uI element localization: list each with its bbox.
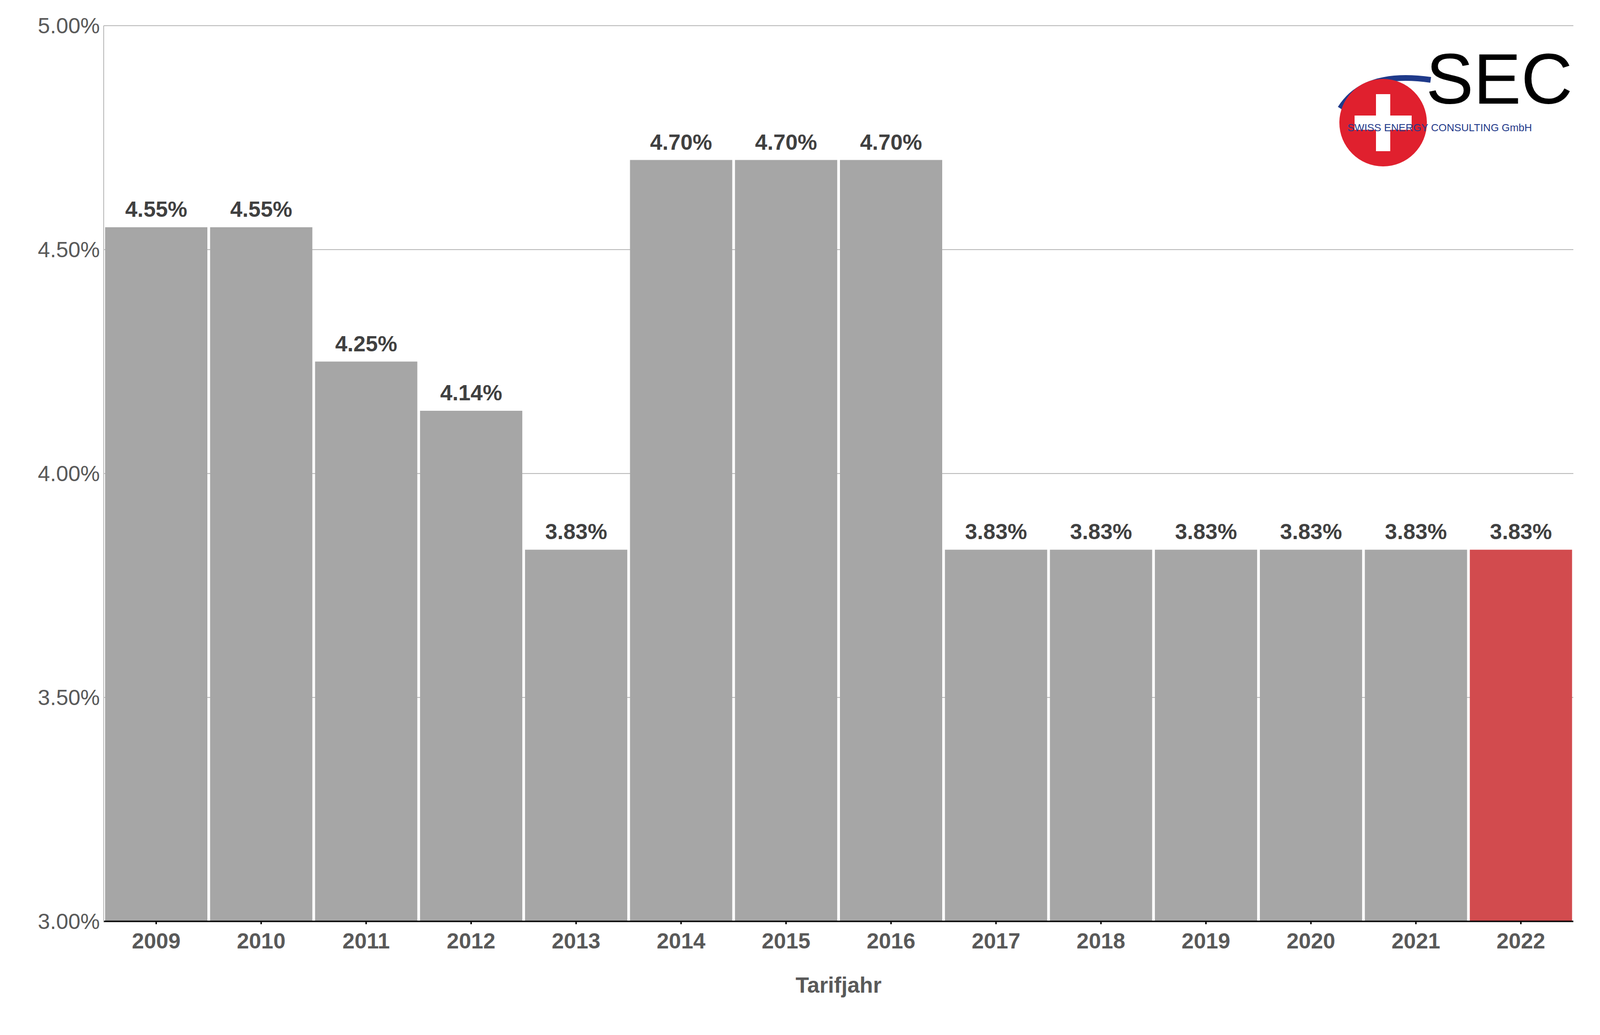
svg-text:2015: 2015 [761, 928, 810, 954]
svg-text:4.50%: 4.50% [38, 237, 100, 263]
svg-text:3.83%: 3.83% [1070, 519, 1132, 545]
svg-text:4.70%: 4.70% [859, 129, 922, 155]
svg-text:4.25%: 4.25% [335, 331, 398, 357]
svg-text:Tarifjahr: Tarifjahr [795, 973, 882, 998]
svg-text:SEC: SEC [1425, 51, 1573, 119]
svg-text:2013: 2013 [551, 928, 601, 954]
svg-text:3.83%: 3.83% [1490, 519, 1552, 545]
svg-text:3.83%: 3.83% [1279, 519, 1342, 545]
svg-text:5.00%: 5.00% [38, 13, 100, 39]
svg-text:2022: 2022 [1496, 928, 1545, 954]
svg-text:3.83%: 3.83% [545, 519, 607, 545]
svg-text:2018: 2018 [1076, 928, 1126, 954]
svg-text:4.70%: 4.70% [650, 129, 713, 155]
svg-text:2012: 2012 [446, 928, 496, 954]
svg-text:2017: 2017 [971, 928, 1021, 954]
svg-text:3.83%: 3.83% [1385, 519, 1447, 545]
svg-text:2010: 2010 [236, 928, 286, 954]
svg-text:3.83%: 3.83% [965, 519, 1027, 545]
svg-text:SWISS ENERGY CONSULTING GmbH: SWISS ENERGY CONSULTING GmbH [1347, 121, 1532, 134]
svg-text:2009: 2009 [131, 928, 181, 954]
svg-text:4.55%: 4.55% [125, 196, 187, 222]
svg-text:2011: 2011 [342, 928, 391, 954]
svg-text:4.70%: 4.70% [755, 129, 818, 155]
svg-text:3.83%: 3.83% [1174, 519, 1237, 545]
svg-text:3.00%: 3.00% [38, 909, 100, 935]
svg-text:4.00%: 4.00% [38, 461, 100, 487]
svg-text:2020: 2020 [1286, 928, 1336, 954]
svg-text:2016: 2016 [866, 928, 916, 954]
svg-text:2014: 2014 [656, 928, 706, 954]
svg-text:2019: 2019 [1181, 928, 1230, 954]
svg-text:2021: 2021 [1391, 928, 1441, 954]
svg-text:3.50%: 3.50% [38, 685, 100, 711]
svg-text:4.14%: 4.14% [439, 380, 502, 406]
svg-text:4.55%: 4.55% [230, 196, 293, 222]
